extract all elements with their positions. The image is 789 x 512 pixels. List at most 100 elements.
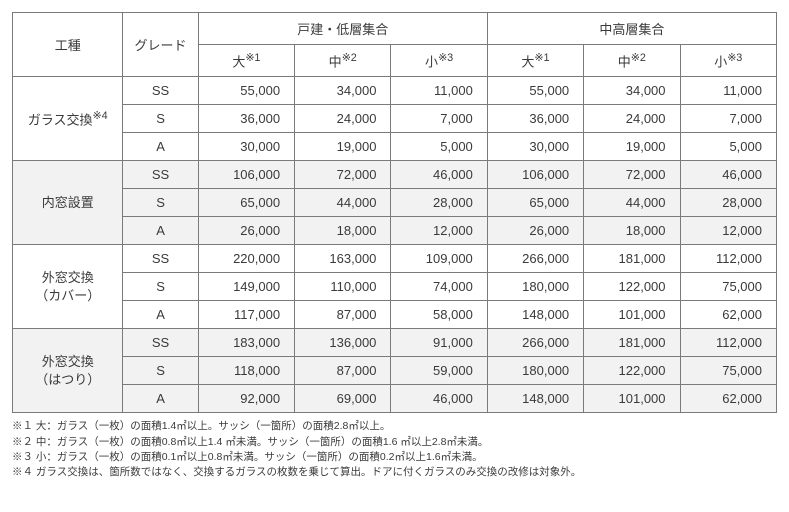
category-label: 内窓設置 <box>13 161 123 245</box>
grade-cell: S <box>123 273 198 301</box>
table-row: S65,00044,00028,00065,00044,00028,000 <box>13 189 777 217</box>
value-cell: 30,000 <box>198 133 294 161</box>
grade-cell: SS <box>123 77 198 105</box>
value-cell: 148,000 <box>487 301 583 329</box>
table-row: 外窓交換（カバー）SS220,000163,000109,000266,0001… <box>13 245 777 273</box>
value-cell: 87,000 <box>295 357 391 385</box>
value-cell: 24,000 <box>584 105 680 133</box>
value-cell: 72,000 <box>584 161 680 189</box>
value-cell: 46,000 <box>391 385 487 413</box>
value-cell: 122,000 <box>584 273 680 301</box>
value-cell: 72,000 <box>295 161 391 189</box>
value-cell: 62,000 <box>680 385 776 413</box>
value-cell: 180,000 <box>487 273 583 301</box>
value-cell: 46,000 <box>680 161 776 189</box>
value-cell: 26,000 <box>487 217 583 245</box>
table-row: A92,00069,00046,000148,000101,00062,000 <box>13 385 777 413</box>
grade-cell: A <box>123 217 198 245</box>
value-cell: 220,000 <box>198 245 294 273</box>
value-cell: 44,000 <box>295 189 391 217</box>
value-cell: 101,000 <box>584 301 680 329</box>
value-cell: 12,000 <box>391 217 487 245</box>
header-group2: 中高層集合 <box>487 13 776 45</box>
value-cell: 180,000 <box>487 357 583 385</box>
value-cell: 11,000 <box>391 77 487 105</box>
value-cell: 55,000 <box>487 77 583 105</box>
footnote-line: ※２ 中：ガラス（一枚）の面積0.8㎡以上1.4 ㎡未満。サッシ（一箇所）の面積… <box>12 435 777 450</box>
value-cell: 65,000 <box>198 189 294 217</box>
value-cell: 12,000 <box>680 217 776 245</box>
category-label: 外窓交換（はつり） <box>13 329 123 413</box>
value-cell: 163,000 <box>295 245 391 273</box>
value-cell: 69,000 <box>295 385 391 413</box>
value-cell: 18,000 <box>295 217 391 245</box>
value-cell: 149,000 <box>198 273 294 301</box>
value-cell: 19,000 <box>295 133 391 161</box>
value-cell: 118,000 <box>198 357 294 385</box>
header-g2-medium: 中※2 <box>584 45 680 77</box>
value-cell: 5,000 <box>680 133 776 161</box>
value-cell: 91,000 <box>391 329 487 357</box>
grade-cell: A <box>123 385 198 413</box>
header-work-type: 工種 <box>13 13 123 77</box>
value-cell: 87,000 <box>295 301 391 329</box>
value-cell: 28,000 <box>391 189 487 217</box>
header-g1-medium: 中※2 <box>295 45 391 77</box>
value-cell: 106,000 <box>487 161 583 189</box>
grade-cell: A <box>123 133 198 161</box>
value-cell: 58,000 <box>391 301 487 329</box>
value-cell: 181,000 <box>584 329 680 357</box>
value-cell: 7,000 <box>391 105 487 133</box>
value-cell: 112,000 <box>680 245 776 273</box>
value-cell: 106,000 <box>198 161 294 189</box>
grade-cell: S <box>123 189 198 217</box>
footnote-line: ※４ ガラス交換は、箇所数ではなく、交換するガラスの枚数を乗じて算出。ドアに付く… <box>12 465 777 480</box>
value-cell: 36,000 <box>198 105 294 133</box>
value-cell: 110,000 <box>295 273 391 301</box>
value-cell: 34,000 <box>295 77 391 105</box>
value-cell: 36,000 <box>487 105 583 133</box>
table-row: 内窓設置SS106,00072,00046,000106,00072,00046… <box>13 161 777 189</box>
header-g1-large: 大※1 <box>198 45 294 77</box>
value-cell: 181,000 <box>584 245 680 273</box>
value-cell: 112,000 <box>680 329 776 357</box>
value-cell: 74,000 <box>391 273 487 301</box>
table-row: S118,00087,00059,000180,000122,00075,000 <box>13 357 777 385</box>
value-cell: 55,000 <box>198 77 294 105</box>
header-g2-small: 小※3 <box>680 45 776 77</box>
table-row: A26,00018,00012,00026,00018,00012,000 <box>13 217 777 245</box>
value-cell: 136,000 <box>295 329 391 357</box>
grade-cell: SS <box>123 161 198 189</box>
grade-cell: S <box>123 357 198 385</box>
footnote-line: ※３ 小：ガラス（一枚）の面積0.1㎡以上0.8㎡未満。サッシ（一箇所）の面積0… <box>12 450 777 465</box>
value-cell: 28,000 <box>680 189 776 217</box>
grade-cell: A <box>123 301 198 329</box>
value-cell: 26,000 <box>198 217 294 245</box>
grade-cell: S <box>123 105 198 133</box>
grade-cell: SS <box>123 245 198 273</box>
footnote-line: ※１ 大：ガラス（一枚）の面積1.4㎡以上。サッシ（一箇所）の面積2.8㎡以上。 <box>12 419 777 434</box>
value-cell: 117,000 <box>198 301 294 329</box>
value-cell: 7,000 <box>680 105 776 133</box>
header-grade: グレード <box>123 13 198 77</box>
value-cell: 75,000 <box>680 273 776 301</box>
pricing-table: 工種 グレード 戸建・低層集合 中高層集合 大※1 中※2 小※3 大※1 中※… <box>12 12 777 413</box>
value-cell: 266,000 <box>487 329 583 357</box>
value-cell: 11,000 <box>680 77 776 105</box>
value-cell: 62,000 <box>680 301 776 329</box>
value-cell: 65,000 <box>487 189 583 217</box>
header-g2-large: 大※1 <box>487 45 583 77</box>
value-cell: 122,000 <box>584 357 680 385</box>
value-cell: 44,000 <box>584 189 680 217</box>
value-cell: 46,000 <box>391 161 487 189</box>
table-row: ガラス交換※4SS55,00034,00011,00055,00034,0001… <box>13 77 777 105</box>
value-cell: 183,000 <box>198 329 294 357</box>
value-cell: 148,000 <box>487 385 583 413</box>
header-group1: 戸建・低層集合 <box>198 13 487 45</box>
table-row: S149,000110,00074,000180,000122,00075,00… <box>13 273 777 301</box>
value-cell: 101,000 <box>584 385 680 413</box>
value-cell: 92,000 <box>198 385 294 413</box>
header-g1-small: 小※3 <box>391 45 487 77</box>
value-cell: 24,000 <box>295 105 391 133</box>
value-cell: 109,000 <box>391 245 487 273</box>
